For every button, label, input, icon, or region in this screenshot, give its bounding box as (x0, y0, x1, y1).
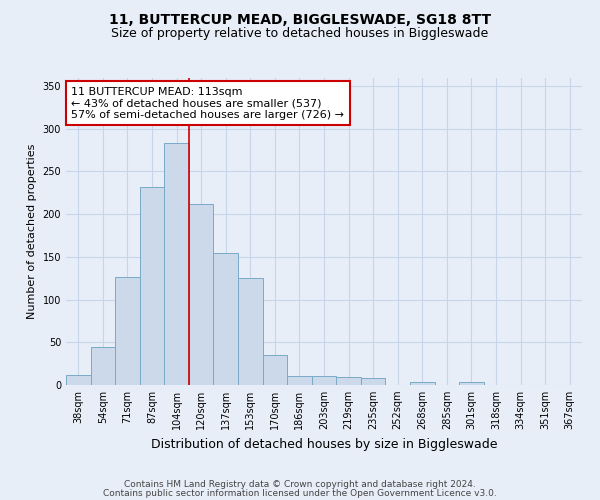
Bar (287, 376, 312, 385)
Bar (312, 376, 336, 385)
Bar (459, 382, 484, 385)
Bar (361, 378, 385, 385)
Text: Size of property relative to detached houses in Biggleswade: Size of property relative to detached ho… (112, 28, 488, 40)
Bar (91, 346, 115, 385)
Bar (164, 144, 189, 385)
Bar (140, 187, 164, 385)
Bar (214, 252, 238, 385)
Bar (410, 382, 434, 385)
Bar (189, 204, 214, 385)
Text: 11 BUTTERCUP MEAD: 113sqm
← 43% of detached houses are smaller (537)
57% of semi: 11 BUTTERCUP MEAD: 113sqm ← 43% of detac… (71, 86, 344, 120)
Text: 11, BUTTERCUP MEAD, BIGGLESWADE, SG18 8TT: 11, BUTTERCUP MEAD, BIGGLESWADE, SG18 8T… (109, 12, 491, 26)
Bar (336, 378, 361, 385)
Y-axis label: Number of detached properties: Number of detached properties (27, 144, 37, 319)
Text: Contains public sector information licensed under the Open Government Licence v3: Contains public sector information licen… (103, 488, 497, 498)
Bar (115, 276, 140, 385)
X-axis label: Distribution of detached houses by size in Biggleswade: Distribution of detached houses by size … (151, 438, 497, 450)
Bar (263, 355, 287, 385)
Bar (66, 375, 91, 385)
Bar (238, 278, 263, 385)
Text: Contains HM Land Registry data © Crown copyright and database right 2024.: Contains HM Land Registry data © Crown c… (124, 480, 476, 489)
